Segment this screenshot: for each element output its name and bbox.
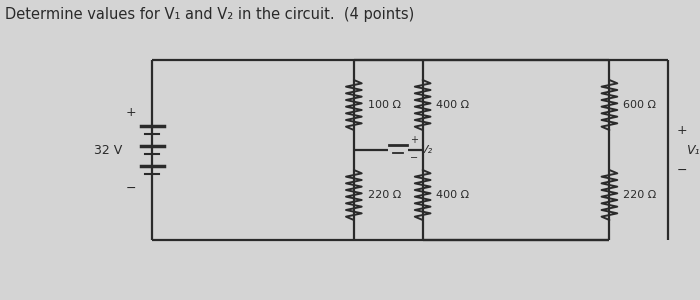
Text: 32 V: 32 V — [94, 143, 122, 157]
Text: +: + — [410, 135, 418, 145]
Text: V₂: V₂ — [420, 145, 432, 155]
Text: −: − — [125, 182, 136, 194]
Text: Determine values for V₁ and V₂ in the circuit.  (4 points): Determine values for V₁ and V₂ in the ci… — [5, 7, 414, 22]
Text: −: − — [410, 153, 418, 163]
Text: 400 Ω: 400 Ω — [436, 100, 470, 110]
Text: 220 Ω: 220 Ω — [623, 190, 657, 200]
Text: +: + — [125, 106, 136, 118]
Text: 400 Ω: 400 Ω — [436, 190, 470, 200]
Text: −: − — [676, 164, 687, 176]
Text: +: + — [676, 124, 687, 136]
Text: 100 Ω: 100 Ω — [368, 100, 400, 110]
Text: 220 Ω: 220 Ω — [368, 190, 401, 200]
Text: 600 Ω: 600 Ω — [623, 100, 656, 110]
Text: V₁: V₁ — [686, 143, 699, 157]
